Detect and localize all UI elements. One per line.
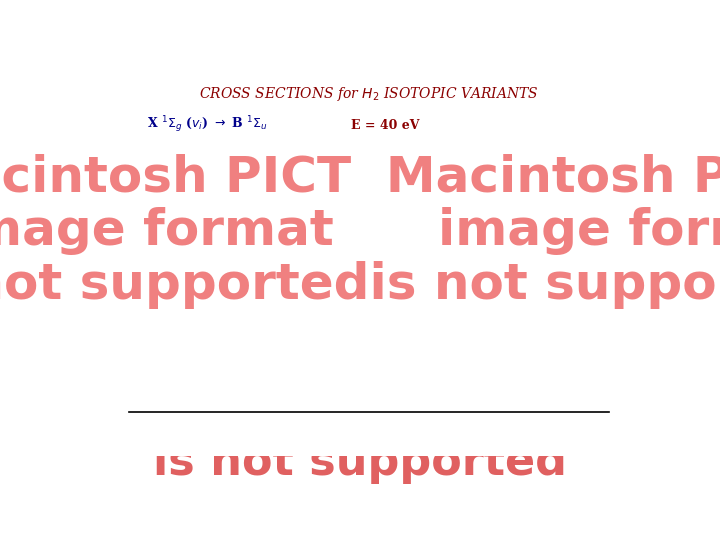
Text: X $^1\Sigma_g$ ($v_i$) $\rightarrow$ B $^1\Sigma_u$: X $^1\Sigma_g$ ($v_i$) $\rightarrow$ B $… (147, 115, 267, 136)
Text: E = 40 eV: E = 40 eV (351, 119, 420, 132)
Text: Macintosh PICT
  image format
is not supported: Macintosh PICT image format is not suppo… (153, 345, 567, 484)
Text: Macintosh PICT  Macintosh PICT
  image format      image format
is not supported: Macintosh PICT Macintosh PICT image form… (0, 153, 720, 309)
Text: CROSS SECTIONS for $H_2$ ISOTOPIC VARIANTS: CROSS SECTIONS for $H_2$ ISOTOPIC VARIAN… (199, 85, 539, 103)
